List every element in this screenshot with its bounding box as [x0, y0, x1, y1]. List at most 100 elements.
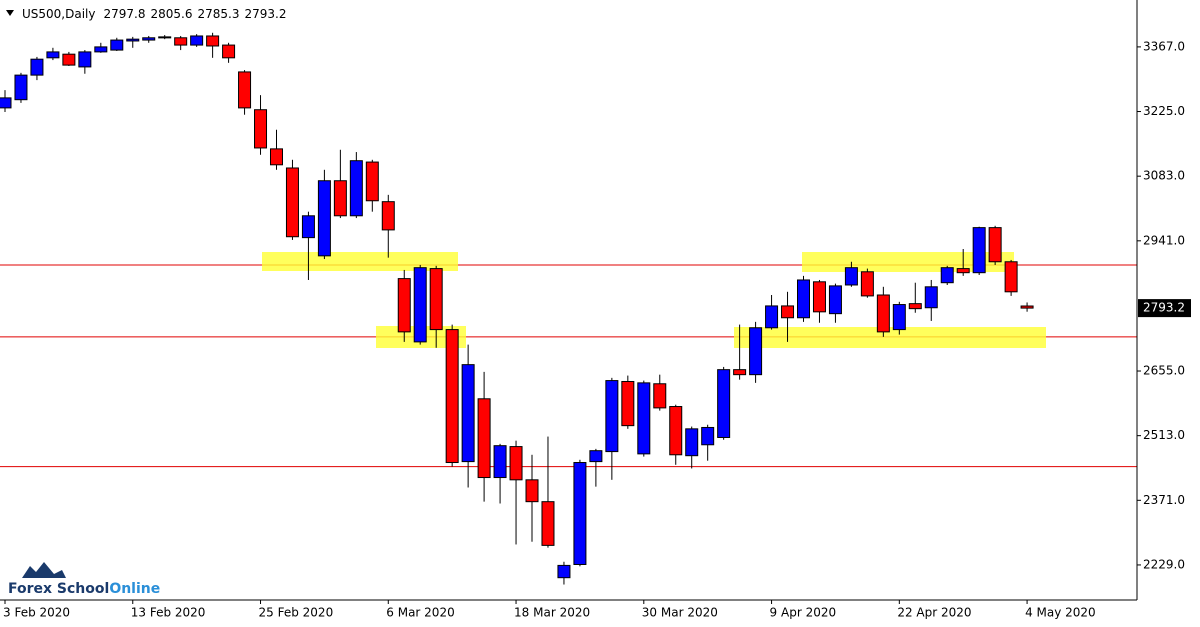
candle-body	[685, 428, 699, 457]
candle-body	[892, 304, 906, 331]
candle-body	[781, 305, 795, 319]
candle-body	[956, 268, 970, 274]
y-tick-label: 3225.0	[1143, 104, 1185, 118]
candle-body	[142, 37, 156, 41]
candle-body	[765, 305, 779, 329]
candle-body	[988, 227, 1002, 263]
candle-body	[413, 267, 427, 343]
candle-body	[126, 38, 140, 42]
candle-body	[525, 479, 539, 503]
zone	[802, 252, 1014, 272]
candle-body	[509, 446, 523, 481]
logo-text-b: Online	[109, 581, 160, 597]
candle-body	[317, 180, 331, 257]
candle-body	[940, 267, 954, 284]
candle-body	[110, 39, 124, 51]
candle-body	[605, 380, 619, 453]
candle-body	[158, 36, 172, 39]
candle-body	[669, 406, 683, 456]
logo-text-a: Forex School	[8, 581, 109, 597]
candle-body	[30, 58, 44, 76]
candle-body	[381, 201, 395, 231]
candle-body	[844, 267, 858, 286]
candle-body	[972, 227, 986, 274]
zone	[734, 327, 1046, 348]
candle-body	[828, 285, 842, 315]
x-tick-label: 25 Feb 2020	[259, 606, 334, 620]
candle-body	[461, 364, 475, 463]
candle-body	[206, 35, 220, 47]
y-tick-label: 2941.0	[1143, 233, 1185, 247]
x-tick-label: 18 Mar 2020	[514, 606, 590, 620]
candle-body	[541, 501, 555, 546]
candle-body	[637, 382, 651, 455]
candle-body	[733, 369, 747, 376]
hdr-high: 2805.6	[150, 7, 192, 21]
candle-body	[445, 329, 459, 464]
logo: Forex SchoolOnline	[8, 562, 160, 597]
candle-body	[333, 180, 347, 217]
price-label-bg	[1138, 299, 1191, 318]
candle-body	[269, 148, 283, 166]
x-tick-label: 9 Apr 2020	[770, 606, 837, 620]
candle-body	[653, 383, 667, 409]
candle-body	[78, 51, 92, 68]
y-tick-label: 2229.0	[1143, 557, 1185, 571]
symbol: US500,Daily	[22, 7, 95, 21]
logo-icon	[22, 562, 66, 578]
candle-body	[589, 450, 603, 463]
candle-body	[397, 278, 411, 333]
candle-body	[254, 109, 268, 149]
y-tick-label: 3083.0	[1143, 169, 1185, 183]
candle-body	[174, 37, 188, 46]
x-tick-label: 4 May 2020	[1025, 606, 1096, 620]
y-tick-label: 2371.0	[1143, 493, 1185, 507]
candle-body	[876, 294, 890, 333]
candle-body	[749, 327, 763, 376]
candle-body	[621, 380, 635, 427]
x-tick-label: 3 Feb 2020	[3, 606, 70, 620]
candle-body	[573, 462, 587, 565]
candle-body	[493, 445, 507, 479]
hdr-close: 2793.2	[244, 7, 286, 21]
y-tick-label: 2513.0	[1143, 428, 1185, 442]
logo-text: Forex SchoolOnline	[8, 581, 160, 597]
candle-body	[429, 268, 443, 331]
candle-body	[46, 51, 60, 59]
candle-body	[908, 303, 922, 310]
y-tick-label: 2655.0	[1143, 364, 1185, 378]
candle-body	[190, 35, 204, 46]
price-label: 2793.2	[1143, 301, 1185, 315]
candle-body	[349, 160, 363, 217]
candle-body	[285, 167, 299, 238]
menu-arrow	[6, 10, 14, 16]
candle-body	[0, 97, 12, 109]
candle-body	[365, 161, 379, 202]
x-tick-label: 6 Mar 2020	[386, 606, 454, 620]
candle-body	[1004, 261, 1018, 293]
candle-body	[301, 215, 315, 239]
candle-body	[860, 271, 874, 297]
candle-body	[557, 564, 571, 579]
candle-body	[812, 281, 826, 313]
candle-body	[62, 53, 76, 66]
candle-body	[222, 44, 236, 59]
x-tick-label: 13 Feb 2020	[131, 606, 206, 620]
candle-body	[1020, 305, 1034, 309]
candle-body	[14, 74, 28, 101]
candle-body	[94, 46, 108, 53]
candle-body	[701, 426, 715, 446]
y-tick-label: 3367.0	[1143, 39, 1185, 53]
header: US500,Daily 2797.8 2805.6 2785.3 2793.2	[22, 7, 286, 21]
candle-body	[717, 369, 731, 438]
zone	[262, 252, 458, 271]
candle-body	[477, 398, 491, 479]
x-tick-label: 22 Apr 2020	[897, 606, 971, 620]
candle-body	[238, 71, 252, 109]
candle-body	[797, 279, 810, 319]
candle-body	[924, 286, 938, 309]
hdr-low: 2785.3	[197, 7, 239, 21]
x-tick-label: 30 Mar 2020	[642, 606, 718, 620]
